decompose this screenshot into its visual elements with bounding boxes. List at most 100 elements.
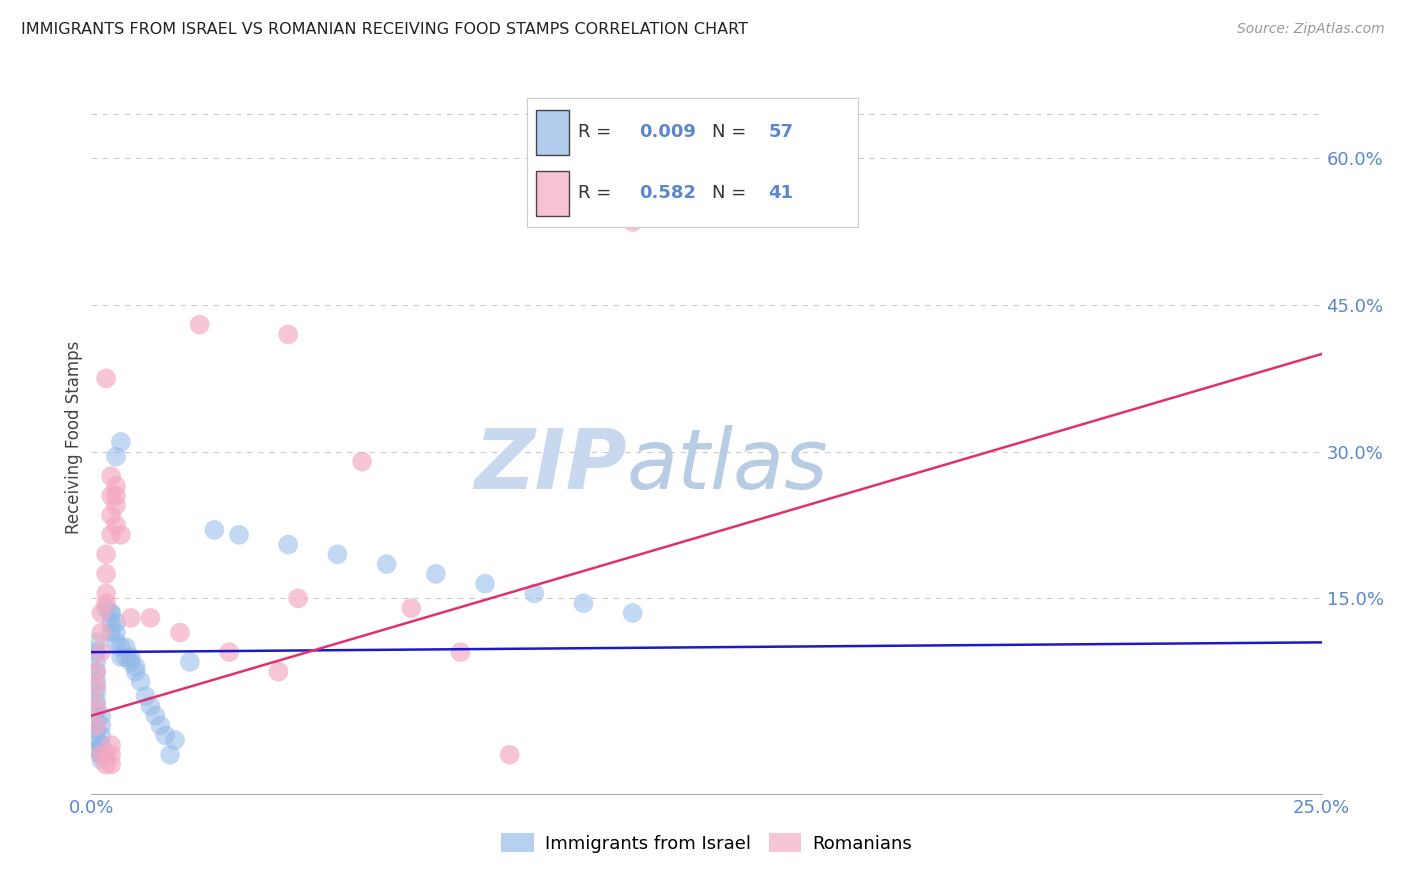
Point [139, 611, 162, 625]
Point [96, 586, 117, 600]
Point [90, 606, 112, 620]
Point [124, 665, 146, 679]
Point [86, 635, 108, 649]
Point [90, 728, 112, 742]
Point [105, 518, 127, 533]
Point [100, 757, 122, 772]
Point [90, 747, 112, 762]
Point [145, 708, 166, 723]
Point [86, 665, 108, 679]
Point [202, 523, 225, 537]
Point [163, 733, 186, 747]
Point [100, 615, 122, 630]
Point [100, 469, 122, 483]
Text: atlas: atlas [627, 425, 828, 506]
Point [86, 733, 108, 747]
Point [100, 528, 122, 542]
Point [139, 698, 162, 713]
Point [86, 665, 108, 679]
Legend: Immigrants from Israel, Romanians: Immigrants from Israel, Romanians [494, 826, 920, 860]
Text: ZIP: ZIP [474, 425, 627, 506]
Point [277, 327, 299, 342]
Point [96, 757, 117, 772]
Point [120, 611, 142, 625]
Point [169, 625, 191, 640]
Point [86, 674, 108, 689]
Point [267, 665, 290, 679]
Point [135, 689, 156, 703]
Point [114, 640, 138, 655]
Point [110, 434, 132, 449]
Point [86, 655, 108, 669]
Point [90, 753, 112, 767]
Point [159, 747, 181, 762]
Point [86, 723, 108, 738]
Point [523, 586, 546, 600]
Point [179, 655, 201, 669]
Point [86, 698, 108, 713]
Text: 0.009: 0.009 [640, 123, 696, 142]
Text: Source: ZipAtlas.com: Source: ZipAtlas.com [1237, 22, 1385, 37]
Text: N =: N = [713, 184, 752, 202]
Point [105, 615, 127, 630]
Point [110, 650, 132, 665]
Point [100, 738, 122, 752]
Point [105, 489, 127, 503]
Point [153, 728, 177, 742]
FancyBboxPatch shape [536, 110, 568, 155]
Point [86, 704, 108, 718]
Point [124, 660, 146, 674]
Text: N =: N = [713, 123, 752, 142]
Point [105, 479, 127, 493]
Y-axis label: Receiving Food Stamps: Receiving Food Stamps [65, 341, 83, 533]
Point [96, 566, 117, 581]
Text: 0.582: 0.582 [640, 184, 696, 202]
Point [621, 215, 644, 229]
Point [129, 674, 152, 689]
Point [100, 747, 122, 762]
Point [86, 679, 108, 693]
Text: R =: R = [578, 184, 617, 202]
Point [277, 538, 299, 552]
Point [110, 528, 132, 542]
Point [100, 489, 122, 503]
Point [326, 548, 349, 562]
Point [621, 606, 644, 620]
Point [90, 625, 112, 640]
Point [218, 645, 240, 659]
Point [86, 714, 108, 728]
Point [399, 601, 422, 615]
Point [90, 708, 112, 723]
Point [96, 596, 117, 610]
Point [90, 718, 112, 732]
Point [90, 645, 112, 659]
Point [375, 557, 398, 571]
Point [105, 499, 127, 513]
Point [474, 576, 496, 591]
Point [86, 684, 108, 698]
Text: R =: R = [578, 123, 617, 142]
Point [100, 606, 122, 620]
Text: IMMIGRANTS FROM ISRAEL VS ROMANIAN RECEIVING FOOD STAMPS CORRELATION CHART: IMMIGRANTS FROM ISRAEL VS ROMANIAN RECEI… [21, 22, 748, 37]
Point [120, 655, 142, 669]
Point [105, 625, 127, 640]
Point [114, 650, 138, 665]
Point [105, 635, 127, 649]
Point [96, 371, 117, 385]
Point [498, 747, 520, 762]
Text: 57: 57 [769, 123, 793, 142]
Point [86, 743, 108, 757]
Point [425, 566, 447, 581]
Point [100, 606, 122, 620]
Point [105, 450, 127, 464]
Point [86, 718, 108, 732]
Point [96, 601, 117, 615]
Point [90, 738, 112, 752]
Point [449, 645, 471, 659]
Point [572, 596, 595, 610]
Point [110, 640, 132, 655]
Point [149, 718, 172, 732]
Point [90, 747, 112, 762]
Point [769, 142, 792, 156]
Point [100, 625, 122, 640]
